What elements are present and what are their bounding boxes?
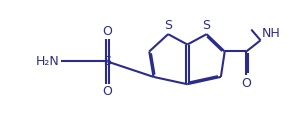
Text: O: O: [241, 77, 251, 90]
Text: O: O: [102, 85, 112, 98]
Text: NH: NH: [262, 26, 281, 40]
Text: O: O: [102, 25, 112, 38]
Text: H₂N: H₂N: [36, 55, 60, 68]
Text: S: S: [103, 55, 111, 68]
Text: S: S: [203, 19, 211, 32]
Text: S: S: [164, 19, 172, 32]
